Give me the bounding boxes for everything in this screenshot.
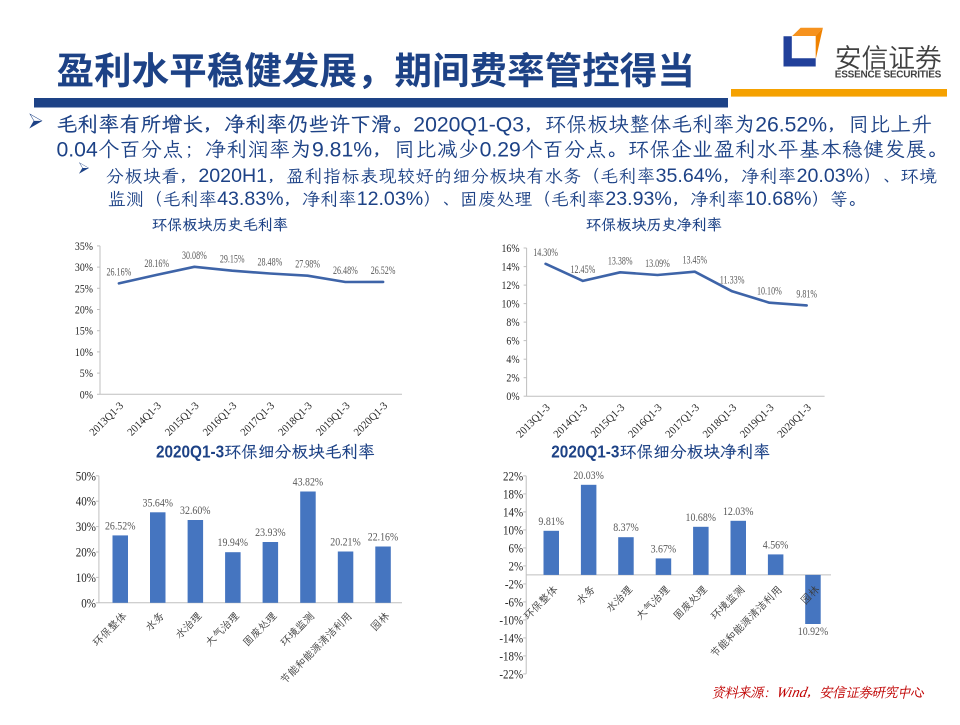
svg-text:Wind: Wind bbox=[775, 685, 809, 701]
svg-text:23.93%: 23.93% bbox=[255, 525, 286, 539]
svg-text:16%: 16% bbox=[502, 243, 521, 255]
svg-text:22%: 22% bbox=[503, 469, 523, 483]
svg-text:30%: 30% bbox=[76, 520, 96, 534]
svg-text:10.10%: 10.10% bbox=[757, 286, 782, 298]
svg-text:-22%: -22% bbox=[499, 667, 523, 681]
svg-text:-2%: -2% bbox=[505, 577, 523, 591]
svg-text:20.03%: 20.03% bbox=[797, 165, 863, 187]
svg-text:2020Q1-3: 2020Q1-3 bbox=[156, 441, 224, 461]
svg-text:35.64%: 35.64% bbox=[143, 495, 174, 509]
svg-text:0.04: 0.04 bbox=[57, 138, 98, 161]
svg-text:3.67%: 3.67% bbox=[651, 541, 677, 555]
svg-text:10%: 10% bbox=[76, 571, 96, 585]
svg-text:40%: 40% bbox=[76, 495, 96, 509]
svg-text:13.09%: 13.09% bbox=[645, 258, 670, 270]
svg-text:12.03%: 12.03% bbox=[357, 188, 423, 210]
svg-text:43.83%: 43.83% bbox=[217, 188, 283, 210]
svg-text:0%: 0% bbox=[80, 389, 94, 401]
svg-text:6%: 6% bbox=[506, 336, 520, 348]
svg-text:26.52%: 26.52% bbox=[371, 265, 396, 277]
svg-text:13.45%: 13.45% bbox=[682, 255, 707, 267]
svg-text:-6%: -6% bbox=[505, 595, 523, 609]
svg-text:26.52%: 26.52% bbox=[105, 518, 136, 532]
svg-text:2%: 2% bbox=[509, 559, 524, 573]
svg-text:10%: 10% bbox=[75, 347, 94, 359]
svg-text:ESSENCE SECURITIES: ESSENCE SECURITIES bbox=[835, 70, 942, 81]
svg-text:43.82%: 43.82% bbox=[293, 475, 324, 489]
svg-text:14%: 14% bbox=[502, 262, 521, 274]
svg-text:2020H1: 2020H1 bbox=[198, 165, 267, 187]
svg-text:20.03%: 20.03% bbox=[573, 468, 604, 482]
svg-text:2020Q1-Q3: 2020Q1-Q3 bbox=[413, 113, 524, 136]
svg-text:5%: 5% bbox=[80, 368, 94, 380]
svg-text:13.38%: 13.38% bbox=[608, 255, 633, 267]
svg-text:14%: 14% bbox=[503, 505, 523, 519]
svg-text:9.81%: 9.81% bbox=[796, 288, 817, 300]
svg-text:26.16%: 26.16% bbox=[107, 266, 132, 278]
svg-text:23.93%: 23.93% bbox=[605, 188, 671, 210]
svg-text:32.60%: 32.60% bbox=[180, 503, 211, 517]
svg-text:2%: 2% bbox=[506, 373, 520, 385]
svg-text:11.33%: 11.33% bbox=[720, 274, 745, 286]
svg-text:6%: 6% bbox=[509, 541, 524, 555]
svg-text:9.81%: 9.81% bbox=[312, 138, 372, 161]
svg-text:35%: 35% bbox=[75, 241, 94, 253]
svg-text:10%: 10% bbox=[502, 299, 521, 311]
svg-text:4.56%: 4.56% bbox=[763, 537, 789, 551]
svg-text:12.03%: 12.03% bbox=[723, 504, 754, 518]
svg-text:12%: 12% bbox=[502, 280, 521, 292]
svg-text:-10%: -10% bbox=[499, 613, 523, 627]
svg-text:18%: 18% bbox=[503, 487, 523, 501]
svg-text:27.98%: 27.98% bbox=[295, 259, 320, 271]
svg-text:26.52%: 26.52% bbox=[755, 113, 827, 136]
svg-text:0.29: 0.29 bbox=[480, 138, 521, 161]
svg-text:28.16%: 28.16% bbox=[144, 258, 169, 270]
svg-text:9.81%: 9.81% bbox=[538, 514, 564, 528]
svg-text:8.37%: 8.37% bbox=[613, 520, 639, 534]
svg-text:30%: 30% bbox=[75, 262, 94, 274]
svg-text:10.68%: 10.68% bbox=[745, 188, 811, 210]
svg-text:-18%: -18% bbox=[499, 649, 523, 663]
svg-text:29.15%: 29.15% bbox=[220, 254, 245, 266]
svg-text:20.21%: 20.21% bbox=[330, 535, 361, 549]
svg-text:0%: 0% bbox=[506, 391, 520, 403]
svg-text:15%: 15% bbox=[75, 326, 94, 338]
svg-text:28.48%: 28.48% bbox=[258, 257, 283, 269]
svg-text:22.16%: 22.16% bbox=[368, 530, 399, 544]
svg-text:10.92%: 10.92% bbox=[798, 624, 829, 638]
svg-text:-14%: -14% bbox=[499, 631, 523, 645]
svg-text:2020Q1-3: 2020Q1-3 bbox=[551, 441, 619, 461]
svg-text:8%: 8% bbox=[506, 317, 520, 329]
svg-text:10%: 10% bbox=[503, 523, 523, 537]
svg-text:12.45%: 12.45% bbox=[571, 264, 596, 276]
svg-text:19.94%: 19.94% bbox=[218, 535, 249, 549]
svg-text:20%: 20% bbox=[75, 305, 94, 317]
svg-text:4%: 4% bbox=[506, 354, 520, 366]
svg-text:50%: 50% bbox=[76, 469, 96, 483]
svg-text:0%: 0% bbox=[81, 596, 96, 610]
svg-text:26.48%: 26.48% bbox=[333, 265, 358, 277]
svg-text:30.08%: 30.08% bbox=[182, 250, 207, 262]
svg-text:35.64%: 35.64% bbox=[656, 165, 722, 187]
svg-text:25%: 25% bbox=[75, 283, 94, 295]
svg-text:20%: 20% bbox=[76, 546, 96, 560]
svg-text:14.30%: 14.30% bbox=[533, 247, 558, 259]
svg-text:10.68%: 10.68% bbox=[686, 510, 717, 524]
